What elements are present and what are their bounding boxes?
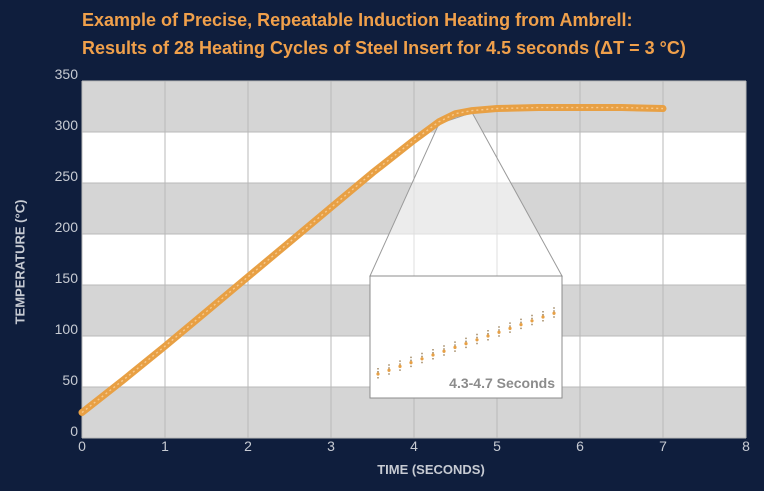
y-tick-label: 350 bbox=[55, 66, 79, 82]
inset-sample-dot bbox=[497, 330, 501, 334]
x-axis-label: TIME (SECONDS) bbox=[377, 462, 485, 477]
inset-sample-dot bbox=[541, 315, 545, 319]
series-layer bbox=[78, 104, 667, 416]
inset-sample-dot bbox=[486, 334, 490, 338]
y-tick-label: 50 bbox=[62, 372, 78, 388]
inset-sample-dot bbox=[420, 357, 424, 361]
inset-sample-dot bbox=[475, 338, 479, 342]
x-tick-label: 3 bbox=[327, 438, 335, 454]
title-line-1: Example of Precise, Repeatable Induction… bbox=[82, 10, 633, 30]
inset-sample-dot bbox=[519, 323, 523, 327]
inset-sample-dot bbox=[387, 368, 391, 372]
inset-sample-dot bbox=[398, 364, 402, 368]
series-line-highlight bbox=[81, 106, 664, 414]
inset-sample-dot bbox=[376, 372, 380, 376]
x-tick-label: 7 bbox=[659, 438, 667, 454]
inset-box bbox=[369, 275, 563, 399]
x-tick-label: 8 bbox=[742, 438, 750, 454]
inset-sample-dot bbox=[431, 353, 435, 357]
x-tick-labels: 0 1 2 3 4 5 6 7 8 bbox=[78, 438, 750, 454]
chart-title: Example of Precise, Repeatable Induction… bbox=[82, 6, 686, 62]
inset-sample-dot bbox=[453, 345, 457, 349]
inset-sample-dot bbox=[552, 311, 556, 315]
inset-zoom-box: 4.3-4.7 Seconds bbox=[369, 275, 563, 399]
inset-sample-dot bbox=[442, 349, 446, 353]
y-tick-label: 0 bbox=[70, 423, 78, 439]
x-tick-label: 6 bbox=[576, 438, 584, 454]
inset-sample-dot bbox=[530, 319, 534, 323]
y-tick-labels: 0 50 100 150 200 250 300 350 bbox=[55, 66, 79, 439]
x-tick-label: 0 bbox=[78, 438, 86, 454]
x-tick-label: 1 bbox=[161, 438, 169, 454]
x-tick-label: 2 bbox=[244, 438, 252, 454]
inset-sample-dot bbox=[464, 342, 468, 346]
x-tick-label: 5 bbox=[493, 438, 501, 454]
y-tick-label: 150 bbox=[55, 270, 79, 286]
inset-label: 4.3-4.7 Seconds bbox=[449, 375, 555, 391]
inset-sample-dot bbox=[508, 326, 512, 330]
inset-sample-dot bbox=[409, 361, 413, 365]
y-tick-label: 100 bbox=[55, 321, 79, 337]
x-tick-label: 4 bbox=[410, 438, 418, 454]
title-line-2: Results of 28 Heating Cycles of Steel In… bbox=[82, 38, 686, 58]
y-tick-label: 300 bbox=[55, 117, 79, 133]
y-tick-label: 250 bbox=[55, 168, 79, 184]
y-tick-label: 200 bbox=[55, 219, 79, 235]
